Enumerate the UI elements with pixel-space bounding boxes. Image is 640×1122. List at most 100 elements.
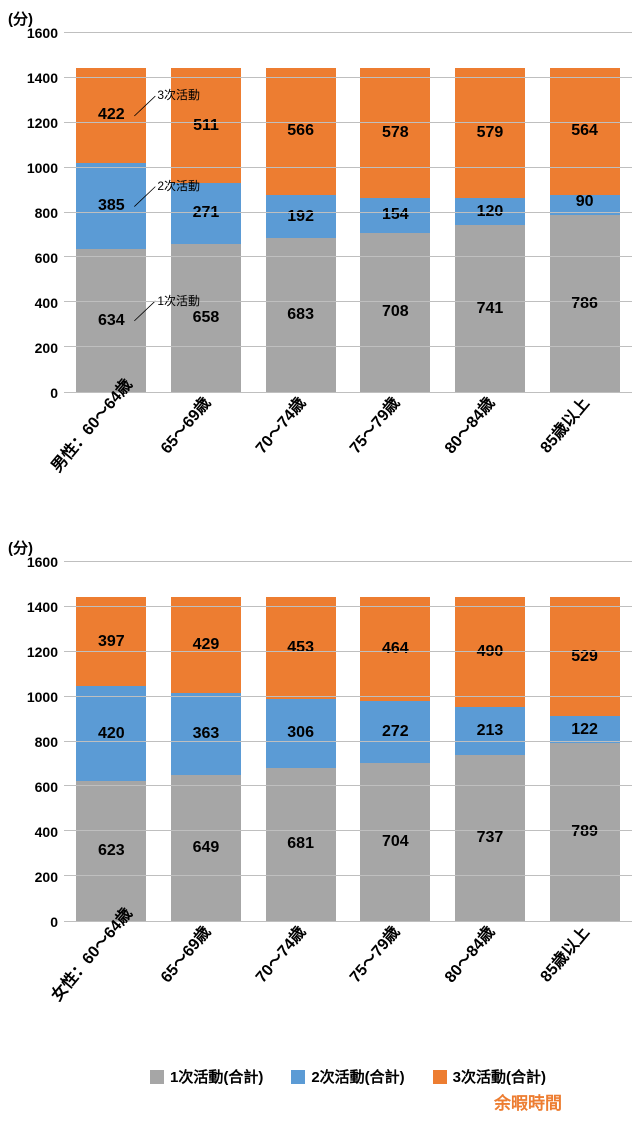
callout-secondary: 2次活動 — [157, 177, 200, 194]
segment-value: 464 — [382, 640, 409, 658]
segment-value: 564 — [571, 122, 598, 140]
y-axis: 02004006008001000120014001600 — [8, 33, 64, 393]
segment-value: 704 — [382, 833, 409, 851]
segment-tertiary: 429 — [171, 597, 241, 694]
y-tick: 400 — [8, 295, 64, 311]
segment-tertiary: 453 — [266, 597, 336, 699]
segment-value: 623 — [98, 842, 125, 860]
segment-value: 658 — [193, 309, 220, 327]
segment-tertiary: 397 — [76, 597, 146, 686]
segment-secondary: 306 — [266, 699, 336, 768]
segment-primary: 658 — [171, 244, 241, 392]
legend-label: 1次活動(合計) — [170, 1066, 263, 1087]
segment-secondary: 154 — [360, 198, 430, 233]
segment-primary: 649 — [171, 775, 241, 921]
bar: 681 306 453 — [266, 597, 336, 921]
bar: 623420397 — [76, 597, 146, 921]
y-axis: 02004006008001000120014001600 — [8, 562, 64, 922]
y-tick: 1200 — [8, 644, 64, 660]
bar: 789 122 529 — [550, 597, 620, 921]
x-label: 75～79歳 — [360, 399, 430, 509]
segment-value: 634 — [98, 312, 125, 330]
segment-secondary: 122 — [550, 716, 620, 743]
x-label: 65～69歳 — [171, 928, 241, 1038]
segment-value: 271 — [193, 204, 220, 222]
segment-value: 566 — [287, 122, 314, 140]
segment-value: 453 — [287, 639, 314, 657]
y-tick: 600 — [8, 250, 64, 266]
segment-primary: 634 — [76, 249, 146, 392]
segment-value: 192 — [287, 208, 314, 226]
legend-label: 2次活動(合計) — [311, 1066, 404, 1087]
segment-value: 397 — [98, 633, 125, 651]
segment-value: 683 — [287, 306, 314, 324]
x-label: 65～69歳 — [171, 399, 241, 509]
y-tick: 400 — [8, 824, 64, 840]
segment-value: 741 — [477, 300, 504, 318]
segment-value: 786 — [571, 295, 598, 313]
segment-value: 122 — [571, 721, 598, 739]
segment-value: 681 — [287, 835, 314, 853]
bar: 683 192 566 — [266, 68, 336, 392]
y-tick: 0 — [8, 914, 64, 930]
legend: 1次活動(合計) 2次活動(合計) 3次活動(合計) — [64, 1066, 632, 1087]
x-label: 85歳以上 — [550, 928, 620, 1038]
segment-value: 154 — [382, 206, 409, 224]
legend-secondary: 2次活動(合計) — [291, 1066, 404, 1087]
segment-primary: 681 — [266, 768, 336, 921]
segment-value: 649 — [193, 839, 220, 857]
segment-value: 213 — [477, 722, 504, 740]
y-tick: 0 — [8, 385, 64, 401]
segment-primary: 786 — [550, 215, 620, 392]
bar: 786 90 564 — [550, 68, 620, 392]
y-tick: 1000 — [8, 160, 64, 176]
segment-tertiary: 490 — [455, 597, 525, 707]
segment-tertiary: 529 — [550, 597, 620, 716]
leisure-label: 余暇時間 — [8, 1089, 562, 1114]
callout-tertiary: 3次活動 — [157, 86, 200, 103]
x-label: 男性：60～64歳 — [76, 399, 146, 509]
x-label: 80～84歳 — [455, 928, 525, 1038]
segment-tertiary: 564 — [550, 68, 620, 195]
segment-primary: 737 — [455, 755, 525, 921]
y-tick: 1000 — [8, 689, 64, 705]
legend-primary: 1次活動(合計) — [150, 1066, 263, 1087]
y-tick: 800 — [8, 205, 64, 221]
y-tick: 1600 — [8, 554, 64, 570]
segment-tertiary: 579 — [455, 68, 525, 198]
segment-secondary: 363 — [171, 693, 241, 775]
y-tick: 600 — [8, 779, 64, 795]
y-tick: 800 — [8, 734, 64, 750]
callout-primary: 1次活動 — [157, 292, 200, 309]
bar: 634 385422 — [76, 68, 146, 392]
segment-value: 578 — [382, 124, 409, 142]
y-tick: 1200 — [8, 115, 64, 131]
bar: 649 363429 — [171, 597, 241, 921]
y-tick: 1600 — [8, 25, 64, 41]
segment-secondary: 272 — [360, 701, 430, 762]
x-label: 75～79歳 — [360, 928, 430, 1038]
segment-tertiary: 422 — [76, 68, 146, 163]
segment-secondary: 385 — [76, 163, 146, 250]
plot-area: 623420397 649 363429 681 306 453 704 272 464 737 2… — [64, 562, 632, 922]
segment-primary: 741 — [455, 225, 525, 392]
x-label: 80～84歳 — [455, 399, 525, 509]
y-tick: 200 — [8, 340, 64, 356]
y-axis-title: (分) — [8, 537, 632, 558]
bar: 737 213 490 — [455, 597, 525, 921]
segment-value: 90 — [576, 193, 594, 211]
x-label: 70～74歳 — [266, 399, 336, 509]
segment-value: 789 — [571, 823, 598, 841]
legend-tertiary: 3次活動(合計) — [433, 1066, 546, 1087]
bar: 708 154 578 — [360, 68, 430, 392]
y-tick: 1400 — [8, 599, 64, 615]
x-label: 70～74歳 — [266, 928, 336, 1038]
male-chart: (分) 02004006008001000120014001600 634385… — [8, 8, 632, 509]
segment-value: 708 — [382, 303, 409, 321]
bar: 658271511 — [171, 68, 241, 392]
segment-secondary: 192 — [266, 195, 336, 238]
plot-area: 6343854226582715116831925667081545787411… — [64, 33, 632, 393]
y-tick: 200 — [8, 869, 64, 885]
segment-tertiary: 464 — [360, 597, 430, 701]
bar: 741120579 — [455, 68, 525, 392]
